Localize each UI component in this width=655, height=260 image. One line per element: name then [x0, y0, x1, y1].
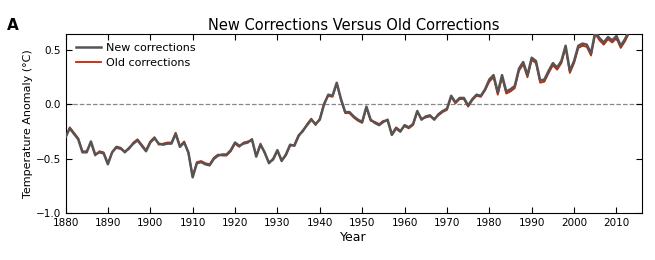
Old corrections: [189, 175, 196, 178]
New corrections: [286, 143, 294, 146]
Line: New corrections: New corrections: [66, 10, 638, 177]
Legend: New corrections, Old corrections: New corrections, Old corrections: [74, 41, 198, 70]
Old corrections: [604, 38, 612, 41]
X-axis label: Year: Year: [341, 231, 367, 244]
New corrections: [130, 142, 138, 145]
Old corrections: [286, 144, 294, 147]
Text: A: A: [7, 18, 18, 33]
Y-axis label: Temperature Anomaly (°C): Temperature Anomaly (°C): [23, 49, 33, 198]
New corrections: [62, 135, 69, 139]
Title: New Corrections Versus Old Corrections: New Corrections Versus Old Corrections: [208, 18, 500, 33]
Old corrections: [62, 136, 69, 140]
Old corrections: [528, 58, 536, 61]
New corrections: [189, 176, 196, 179]
New corrections: [634, 8, 642, 11]
Old corrections: [634, 10, 642, 14]
New corrections: [532, 60, 540, 63]
Old corrections: [532, 62, 540, 65]
Old corrections: [536, 81, 544, 84]
Old corrections: [130, 141, 138, 144]
New corrections: [604, 36, 612, 39]
New corrections: [536, 79, 544, 82]
New corrections: [528, 56, 536, 59]
Line: Old corrections: Old corrections: [66, 12, 638, 176]
